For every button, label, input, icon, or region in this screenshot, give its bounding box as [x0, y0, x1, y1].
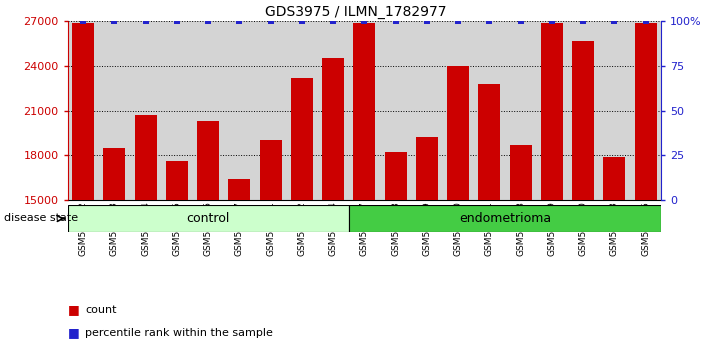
- Bar: [166, 161, 188, 200]
- Bar: [385, 152, 407, 200]
- Bar: [604, 157, 625, 200]
- Bar: [599, 21, 630, 200]
- Bar: [73, 23, 94, 200]
- Bar: [260, 141, 282, 200]
- Text: percentile rank within the sample: percentile rank within the sample: [85, 328, 273, 338]
- Bar: [68, 21, 99, 200]
- Text: disease state: disease state: [4, 213, 77, 223]
- Bar: [536, 21, 567, 200]
- Bar: [411, 21, 442, 200]
- Bar: [635, 23, 656, 200]
- Bar: [442, 21, 474, 200]
- Bar: [134, 115, 156, 200]
- Text: endometrioma: endometrioma: [459, 212, 551, 225]
- Bar: [318, 21, 349, 200]
- Bar: [291, 78, 313, 200]
- Text: control: control: [186, 212, 230, 225]
- Bar: [447, 66, 469, 200]
- Text: ■: ■: [68, 303, 80, 316]
- Bar: [505, 21, 536, 200]
- Bar: [161, 21, 193, 200]
- Bar: [349, 21, 380, 200]
- Bar: [104, 148, 125, 200]
- Bar: [322, 58, 344, 200]
- Bar: [567, 21, 599, 200]
- Bar: [228, 179, 250, 200]
- Bar: [572, 41, 594, 200]
- Bar: [193, 21, 224, 200]
- Text: GDS3975 / ILMN_1782977: GDS3975 / ILMN_1782977: [264, 5, 447, 19]
- Bar: [479, 84, 501, 200]
- Bar: [287, 21, 318, 200]
- Bar: [349, 205, 661, 232]
- Bar: [353, 23, 375, 200]
- Bar: [255, 21, 287, 200]
- Bar: [197, 121, 219, 200]
- Bar: [68, 205, 349, 232]
- Bar: [224, 21, 255, 200]
- Bar: [380, 21, 411, 200]
- Bar: [130, 21, 161, 200]
- Text: count: count: [85, 305, 117, 315]
- Bar: [416, 137, 438, 200]
- Bar: [541, 23, 563, 200]
- Bar: [510, 145, 532, 200]
- Bar: [474, 21, 505, 200]
- Bar: [99, 21, 130, 200]
- Text: ■: ■: [68, 326, 80, 339]
- Bar: [630, 21, 661, 200]
